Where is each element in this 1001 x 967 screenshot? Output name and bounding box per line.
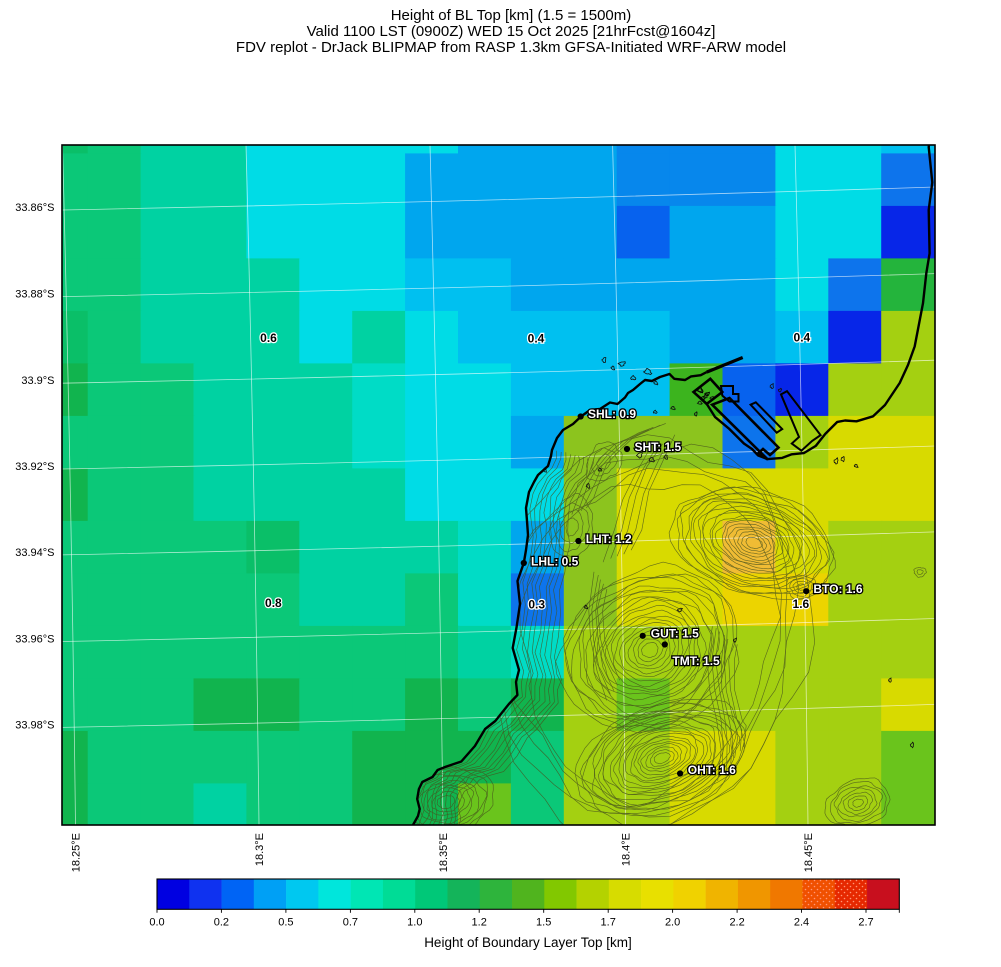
svg-text:1.7: 1.7 (601, 917, 616, 929)
svg-text:0.7: 0.7 (343, 917, 358, 929)
svg-text:2.0: 2.0 (665, 917, 680, 929)
svg-text:2.4: 2.4 (794, 917, 809, 929)
svg-text:0.4: 0.4 (528, 332, 545, 346)
svg-text:TMT: 1.5: TMT: 1.5 (672, 654, 720, 668)
svg-text:18.35°E: 18.35°E (438, 833, 450, 872)
svg-text:1.2: 1.2 (472, 917, 487, 929)
svg-text:18.3°E: 18.3°E (254, 833, 266, 866)
svg-text:33.86°S: 33.86°S (15, 202, 54, 214)
svg-text:OHT: 1.6: OHT: 1.6 (688, 763, 736, 777)
svg-text:1.5: 1.5 (536, 917, 551, 929)
svg-text:0.4: 0.4 (794, 331, 811, 345)
svg-text:18.25°E: 18.25°E (71, 833, 83, 872)
svg-text:0.2: 0.2 (214, 917, 229, 929)
svg-text:33.96°S: 33.96°S (15, 634, 54, 646)
svg-text:Valid 1100 LST (0900Z) WED 15: Valid 1100 LST (0900Z) WED 15 Oct 2025 [… (307, 23, 716, 40)
svg-text:0.8: 0.8 (265, 596, 282, 610)
svg-text:1.6: 1.6 (793, 597, 810, 611)
svg-text:18.45°E: 18.45°E (803, 833, 815, 872)
svg-text:FDV replot - DrJack BLIPMAP fr: FDV replot - DrJack BLIPMAP from RASP 1.… (236, 39, 786, 56)
svg-text:0.5: 0.5 (278, 917, 293, 929)
svg-text:SHT: 1.5: SHT: 1.5 (635, 440, 682, 454)
svg-text:33.88°S: 33.88°S (15, 289, 54, 301)
svg-text:LHT: 1.2: LHT: 1.2 (586, 532, 632, 546)
svg-text:18.4°E: 18.4°E (621, 833, 633, 866)
svg-text:33.98°S: 33.98°S (15, 719, 54, 731)
svg-text:33.9°S: 33.9°S (21, 375, 54, 387)
svg-text:BTO: 1.6: BTO: 1.6 (813, 582, 862, 596)
svg-text:LHL: 0.5: LHL: 0.5 (531, 555, 579, 569)
svg-text:Height of Boundary Layer Top [: Height of Boundary Layer Top [km] (424, 935, 632, 950)
svg-text:33.92°S: 33.92°S (15, 461, 54, 473)
svg-text:2.7: 2.7 (858, 917, 873, 929)
svg-text:GUT: 1.5: GUT: 1.5 (651, 627, 699, 641)
svg-text:33.94°S: 33.94°S (15, 547, 54, 559)
svg-text:1.0: 1.0 (407, 917, 422, 929)
svg-text:0.0: 0.0 (149, 917, 164, 929)
svg-text:0.6: 0.6 (260, 331, 277, 345)
svg-text:SHL: 0.9: SHL: 0.9 (588, 407, 636, 421)
svg-text:Height of BL Top [km] (1.5 = 1: Height of BL Top [km] (1.5 = 1500m) (391, 7, 632, 24)
svg-text:0.3: 0.3 (528, 597, 545, 611)
svg-text:2.2: 2.2 (729, 917, 744, 929)
